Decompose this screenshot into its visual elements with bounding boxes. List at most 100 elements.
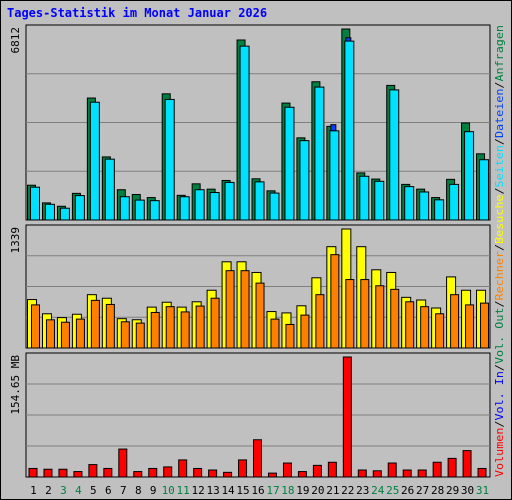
legend-seiten: Seiten [493,145,506,187]
bar-volumen-day-5 [88,464,98,478]
bar-seiten-day-22 [344,40,355,221]
bar-rechner-day-24 [375,285,385,349]
bar-seiten-day-23 [359,175,370,221]
y-axis-max-labels: 6812 1339 154.65 MB [9,27,22,415]
x-tick-label-day-1: 1 [30,484,37,497]
bar-rechner-day-10 [165,306,175,349]
x-tick-label-day-31: 31 [476,484,489,497]
x-tick-label-day-18: 18 [281,484,294,497]
x-tick-label-day-4: 4 [75,484,82,497]
bar-rechner-day-5 [90,299,100,349]
bar-seiten-day-24 [374,180,385,221]
bar-rechner-day-13 [210,297,220,349]
x-tick-label-day-2: 2 [45,484,52,497]
bar-seiten-day-19 [299,140,310,221]
bar-seiten-day-29 [449,183,460,221]
legend-volumen: Volumen [493,428,506,477]
x-tick-label-day-28: 28 [431,484,444,497]
x-tick-label-day-29: 29 [446,484,459,497]
x-tick-label-day-17: 17 [266,484,279,497]
bar-seiten-day-7 [119,196,130,221]
x-tick-label-day-24: 24 [371,484,385,497]
x-tick-label-day-23: 23 [356,484,369,497]
legend-separator: / [493,81,506,88]
x-tick-label-day-16: 16 [251,484,264,497]
bar-rechner-day-19 [300,314,310,349]
bar-volumen-day-2 [43,468,53,478]
x-tick-label-day-5: 5 [90,484,97,497]
y-max-label-anfragen: 6812 [9,27,22,54]
bar-seiten-day-6 [104,158,115,221]
bar-volumen-day-6 [103,467,113,478]
bar-seiten-day-31 [479,159,490,221]
bar-rechner-day-30 [465,304,475,349]
bar-volumen-day-28 [432,461,442,478]
bar-seiten-day-11 [179,196,190,221]
x-tick-label-day-12: 12 [192,484,205,497]
bar-seiten-day-30 [464,131,475,221]
x-tick-label-day-7: 7 [120,484,127,497]
bar-seiten-day-25 [389,89,400,221]
bottom-panel-bars [28,356,487,478]
bar-rechner-day-9 [150,311,160,349]
bar-volumen-day-9 [148,467,158,478]
bar-volumen-day-8 [133,471,143,478]
bar-rechner-day-18 [285,323,295,349]
legend-vol-in: Vol. In [493,371,506,420]
x-tick-label-day-6: 6 [105,484,112,497]
x-axis-day-labels: 1 2 3 4 5 6 7 8 9 10 11 12 13 14 15 16 17 18 19 20 21 22 23 24 2… [30,484,489,497]
bar-seiten-day-12 [194,189,205,221]
bar-seiten-day-16 [254,181,265,221]
x-tick-label-day-9: 9 [150,484,157,497]
bar-rechner-day-16 [255,282,265,349]
bar-rechner-day-17 [270,318,280,349]
legend-separator: / [493,138,506,145]
middle-panel-bars [27,228,490,349]
x-tick-label-day-10: 10 [162,484,175,497]
bar-rechner-day-12 [195,305,205,349]
bar-volumen-day-27 [417,469,427,478]
bar-rechner-day-4 [75,318,85,349]
bar-seiten-day-14 [224,181,235,221]
bar-volumen-day-4 [73,471,83,478]
bar-volumen-day-14 [223,471,233,478]
chart-title: Tages-Statistik im Monat Januar 2026 [7,6,268,20]
legend-anfragen: Anfragen [493,25,506,81]
bar-volumen-day-13 [208,469,218,478]
bar-rechner-day-6 [105,303,115,349]
x-tick-label-day-26: 26 [401,484,414,497]
bar-volumen-day-18 [282,462,292,478]
bar-rechner-day-29 [450,294,460,349]
bar-seiten-day-10 [164,98,175,221]
x-tick-label-day-11: 11 [177,484,190,497]
x-tick-label-day-15: 15 [236,484,249,497]
bar-rechner-day-23 [360,279,370,349]
bar-rechner-day-2 [45,319,55,349]
bar-rechner-day-21 [330,254,340,349]
bar-seiten-day-4 [74,195,85,221]
bar-volumen-day-17 [267,472,277,478]
bar-seiten-day-17 [269,192,280,221]
bar-seiten-day-20 [314,86,325,221]
bar-seiten-day-15 [239,45,250,221]
bar-volumen-day-3 [58,468,68,478]
legend-vol-out: Vol. Out [493,308,506,364]
y-max-label-volumen: 154.65 MB [9,355,22,415]
bar-rechner-day-27 [420,306,430,349]
bar-rechner-day-25 [390,288,400,349]
bar-seiten-day-2 [44,203,55,221]
bar-volumen-day-24 [372,470,382,478]
legend-separator: / [493,187,506,194]
bar-rechner-day-26 [405,301,415,349]
bar-seiten-day-28 [434,199,445,221]
bar-volumen-day-30 [462,450,472,478]
x-tick-label-day-30: 30 [461,484,474,497]
chart-panels [25,24,491,478]
bar-volumen-day-10 [163,466,173,478]
bar-rechner-day-15 [240,270,250,349]
bar-rechner-day-3 [60,321,70,349]
bar-volumen-day-22 [342,356,352,478]
bar-seiten-day-26 [404,186,415,221]
bar-volumen-day-19 [297,471,307,478]
